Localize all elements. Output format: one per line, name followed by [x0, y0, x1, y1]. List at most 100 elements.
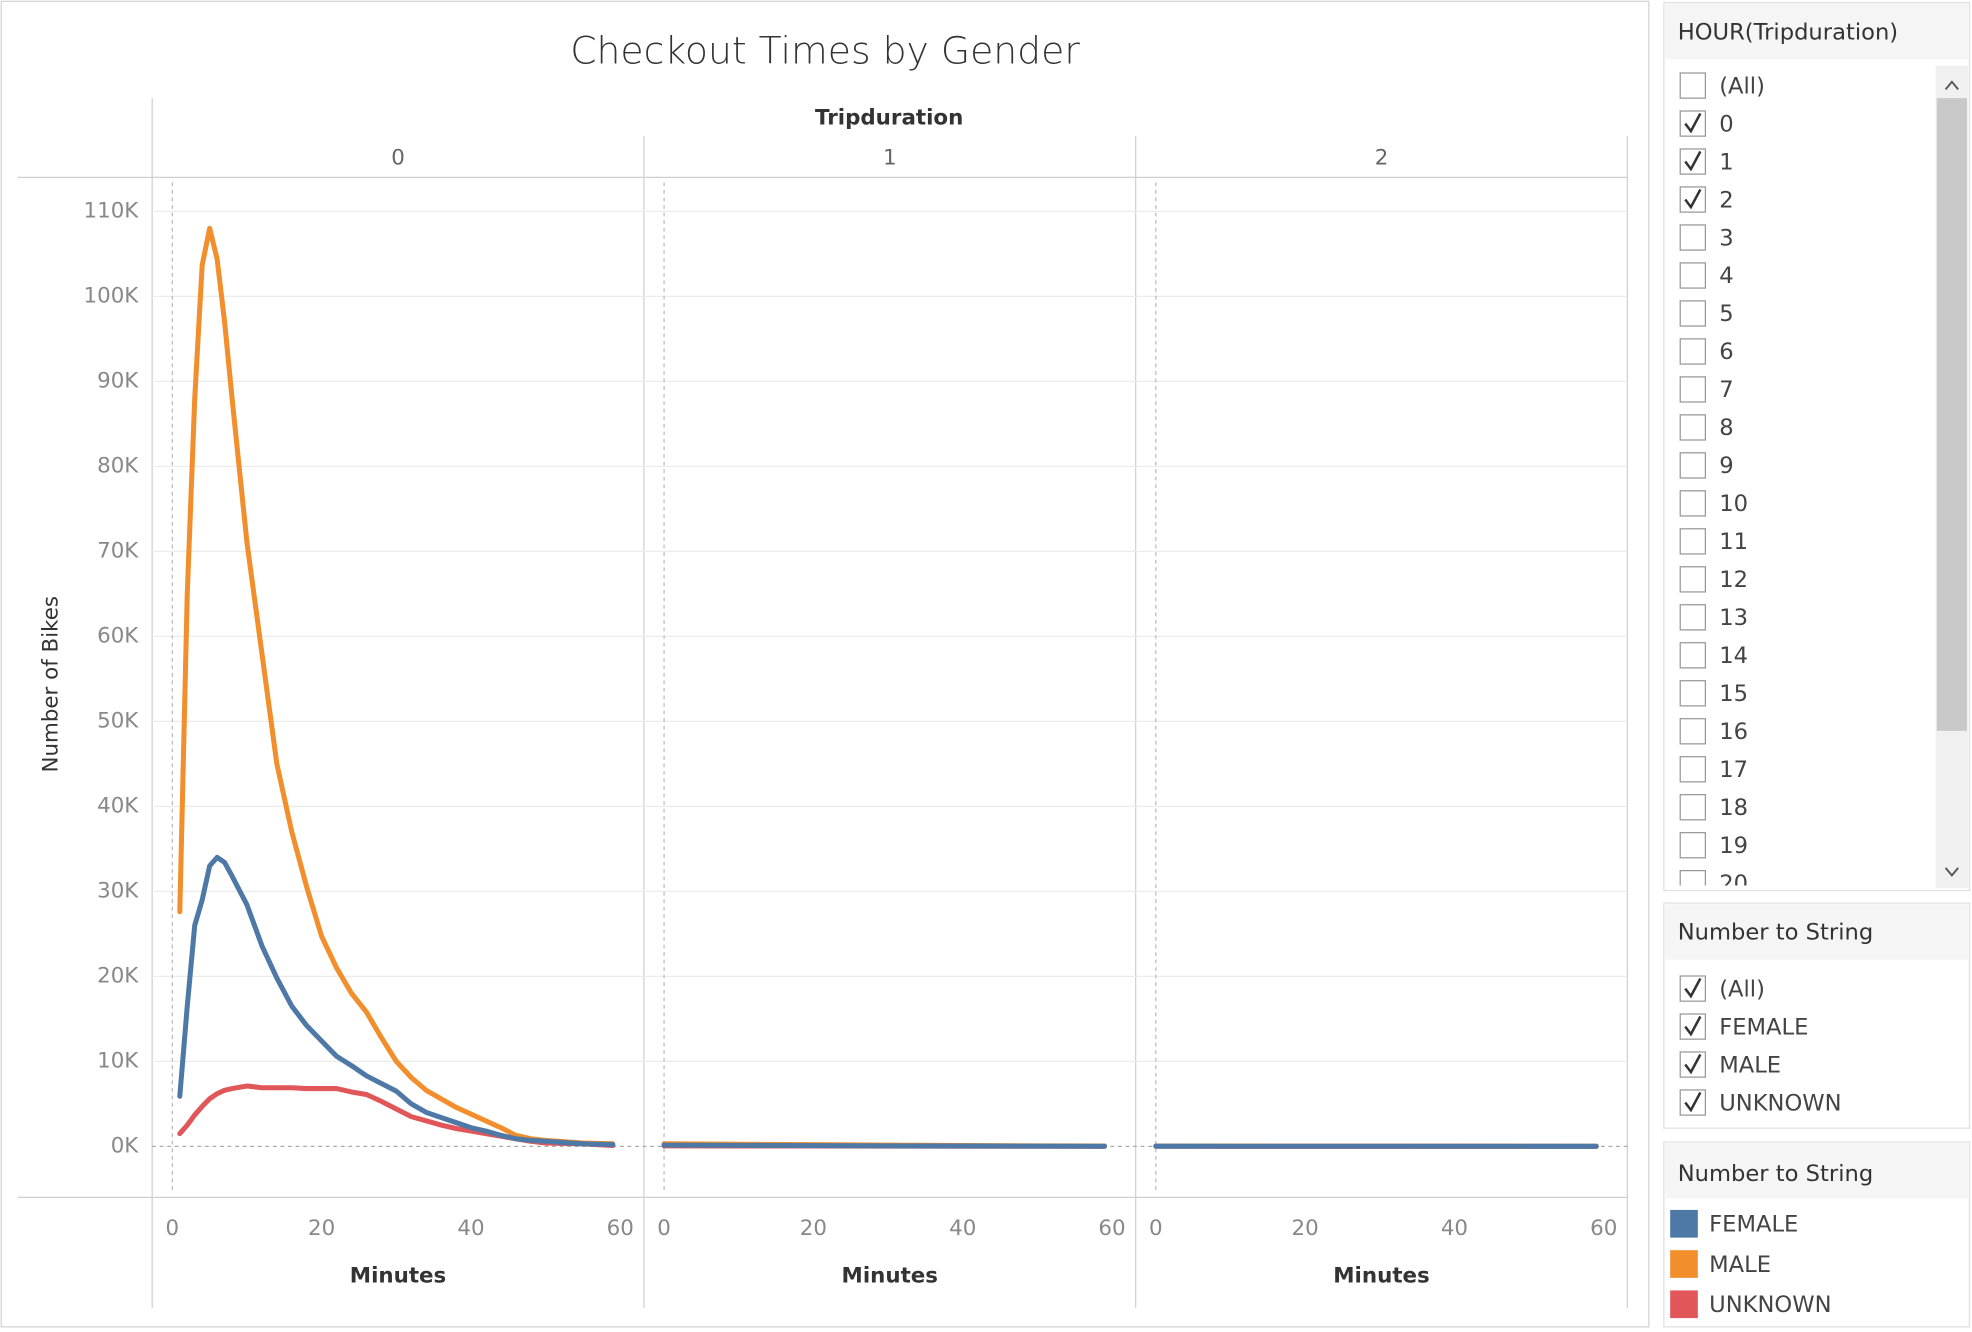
y-tick-label: 100K	[84, 283, 140, 308]
filter-item[interactable]: 2	[1679, 186, 1734, 213]
filter-title: Number to String	[1678, 920, 1874, 946]
filter-item-label[interactable]: 2	[1719, 187, 1733, 213]
filter-item-label[interactable]: 9	[1719, 453, 1733, 479]
filter-item-label[interactable]: 12	[1719, 567, 1748, 593]
filter-item-label[interactable]: 20	[1719, 871, 1748, 897]
checkbox[interactable]	[1679, 1051, 1707, 1078]
filter-item-label[interactable]: 10	[1719, 491, 1748, 517]
panel-label: 1	[883, 146, 897, 171]
checkbox[interactable]	[1679, 1089, 1707, 1116]
filter-item[interactable]: 11	[1679, 528, 1748, 555]
checkbox[interactable]	[1679, 604, 1707, 631]
filter-item-label[interactable]: 1	[1719, 149, 1733, 175]
filter-item[interactable]: 15	[1679, 680, 1748, 707]
panel-label: 0	[391, 146, 405, 171]
checkbox[interactable]	[1679, 756, 1707, 783]
checkbox[interactable]	[1679, 528, 1707, 555]
checkbox[interactable]	[1679, 300, 1707, 327]
checkbox[interactable]	[1679, 832, 1707, 859]
filter-item-label[interactable]: 3	[1719, 225, 1733, 251]
checkbox[interactable]	[1679, 224, 1707, 251]
checkbox[interactable]	[1679, 680, 1707, 707]
filter-item[interactable]: 14	[1679, 642, 1748, 669]
checkbox[interactable]	[1679, 642, 1707, 669]
filter-item[interactable]: 19	[1679, 832, 1748, 859]
checkbox[interactable]	[1679, 414, 1707, 441]
legend-swatch[interactable]	[1670, 1250, 1698, 1278]
filter-item[interactable]: 0	[1679, 110, 1734, 137]
checkbox[interactable]	[1679, 566, 1707, 593]
filter-item-label[interactable]: UNKNOWN	[1719, 1090, 1841, 1116]
checkbox[interactable]	[1679, 376, 1707, 403]
filter-item[interactable]: 18	[1679, 794, 1748, 821]
checkbox[interactable]	[1679, 718, 1707, 745]
filter-item-label[interactable]: 16	[1719, 719, 1748, 745]
filter-item[interactable]: 13	[1679, 604, 1748, 631]
filter-item[interactable]: 5	[1679, 300, 1734, 327]
filter-item[interactable]: (All)	[1679, 72, 1765, 99]
filter-item-label[interactable]: 11	[1719, 529, 1748, 555]
filter-item[interactable]: 1	[1679, 148, 1734, 175]
filter-item-label[interactable]: MALE	[1719, 1052, 1781, 1078]
filter-item-label[interactable]: (All)	[1719, 976, 1765, 1002]
filter-item-label[interactable]: 19	[1719, 833, 1748, 859]
checkbox[interactable]	[1679, 186, 1707, 213]
checkbox[interactable]	[1679, 490, 1707, 517]
checkbox[interactable]	[1679, 148, 1707, 175]
legend-swatch[interactable]	[1670, 1209, 1698, 1238]
x-tick-label: 20	[1292, 1216, 1319, 1241]
filter-item-label[interactable]: 6	[1719, 339, 1733, 365]
x-axis-label: Minutes	[1333, 1264, 1429, 1289]
filter-item[interactable]: 6	[1679, 338, 1734, 365]
legend-swatch[interactable]	[1670, 1290, 1698, 1319]
filter-item[interactable]: 16	[1679, 718, 1748, 745]
checkbox[interactable]	[1679, 975, 1707, 1002]
filter-item[interactable]: 9	[1679, 452, 1734, 479]
x-tick-label: 40	[1441, 1216, 1468, 1241]
filter-item-label[interactable]: 18	[1719, 795, 1748, 821]
filter-item-label[interactable]: 17	[1719, 757, 1748, 783]
legend-label[interactable]: UNKNOWN	[1709, 1292, 1831, 1318]
x-tick-label: 20	[800, 1216, 827, 1241]
filter-item-label[interactable]: 5	[1719, 301, 1733, 327]
filter-item-label[interactable]: 7	[1719, 377, 1733, 403]
filter-item[interactable]: (All)	[1679, 975, 1765, 1002]
scroll-up[interactable]	[1944, 80, 1959, 90]
filter-item-label[interactable]: 4	[1719, 263, 1733, 289]
checkbox[interactable]	[1679, 452, 1707, 479]
filter-item[interactable]: 4	[1679, 262, 1734, 289]
filter-item[interactable]: 3	[1679, 224, 1734, 251]
filter-item-label[interactable]: (All)	[1719, 73, 1765, 99]
checkbox[interactable]	[1679, 338, 1707, 365]
filter-item-label[interactable]: FEMALE	[1719, 1014, 1808, 1040]
filter-item-label[interactable]: 0	[1719, 111, 1733, 137]
legend-header	[1665, 1143, 1969, 1199]
filter-item-label[interactable]: 15	[1719, 681, 1748, 707]
checkbox[interactable]	[1679, 72, 1707, 99]
filter-header	[1665, 3, 1969, 60]
x-axis-label: Minutes	[350, 1264, 446, 1289]
checkbox[interactable]	[1679, 262, 1707, 289]
legend-label[interactable]: FEMALE	[1709, 1212, 1798, 1238]
filter-item[interactable]: UNKNOWN	[1679, 1089, 1842, 1116]
checkbox[interactable]	[1679, 1013, 1707, 1040]
filter-item[interactable]: 12	[1679, 566, 1748, 593]
filter-item-label[interactable]: 14	[1719, 643, 1748, 669]
filter-item[interactable]: 20	[1679, 869, 1748, 897]
filter-item[interactable]: 10	[1679, 490, 1748, 517]
filter-item[interactable]: 17	[1679, 756, 1748, 783]
filter-item-label[interactable]: 13	[1719, 605, 1748, 631]
scrollbar-thumb[interactable]	[1936, 98, 1967, 731]
filter-item[interactable]: 8	[1679, 414, 1734, 441]
filter-item[interactable]: 7	[1679, 376, 1734, 403]
checkbox[interactable]	[1679, 869, 1707, 896]
filter-item[interactable]: MALE	[1679, 1051, 1781, 1078]
checkbox[interactable]	[1679, 110, 1707, 137]
filter-item[interactable]: FEMALE	[1679, 1013, 1808, 1040]
scroll-down[interactable]	[1944, 867, 1959, 877]
legend-label[interactable]: MALE	[1709, 1252, 1771, 1278]
checkbox[interactable]	[1679, 794, 1707, 821]
filter-item-label[interactable]: 8	[1719, 415, 1733, 441]
checkmark	[1684, 188, 1702, 210]
